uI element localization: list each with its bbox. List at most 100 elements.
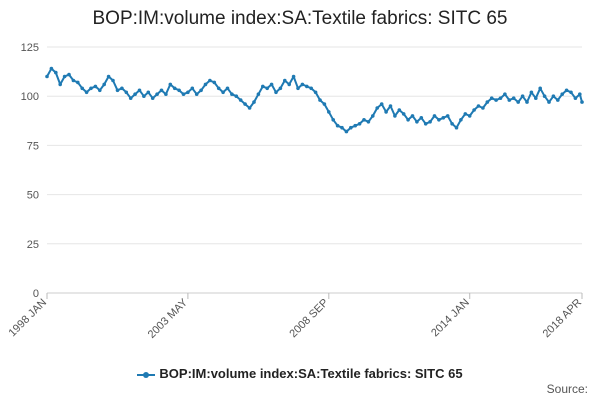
data-point[interactable] — [349, 125, 353, 130]
data-point[interactable] — [291, 74, 296, 79]
data-point[interactable] — [62, 74, 67, 79]
data-point[interactable] — [225, 86, 230, 91]
data-point[interactable] — [335, 123, 340, 128]
data-point[interactable] — [168, 82, 173, 87]
data-point[interactable] — [393, 114, 397, 118]
data-point[interactable] — [221, 90, 225, 95]
data-point[interactable] — [423, 122, 428, 126]
data-point[interactable] — [159, 88, 164, 93]
data-point[interactable] — [84, 90, 89, 95]
data-point[interactable] — [67, 72, 71, 77]
data-point[interactable] — [309, 86, 314, 91]
data-point[interactable] — [580, 100, 584, 104]
data-point[interactable] — [459, 118, 463, 122]
data-point[interactable] — [137, 88, 142, 93]
data-point[interactable] — [80, 86, 84, 91]
data-point[interactable] — [428, 120, 432, 124]
data-point[interactable] — [551, 94, 556, 98]
legend[interactable]: BOP:IM:volume index:SA:Textile fabrics: … — [0, 366, 600, 381]
data-point[interactable] — [556, 98, 560, 102]
data-point[interactable] — [106, 74, 111, 79]
data-point[interactable] — [102, 82, 106, 87]
data-point[interactable] — [366, 120, 371, 124]
data-point[interactable] — [146, 90, 151, 95]
data-point[interactable] — [322, 102, 327, 106]
data-point[interactable] — [287, 82, 292, 87]
data-point[interactable] — [230, 92, 234, 96]
data-point[interactable] — [578, 92, 582, 96]
data-point[interactable] — [454, 125, 459, 130]
data-point[interactable] — [371, 114, 375, 118]
data-point[interactable] — [547, 100, 551, 104]
data-point[interactable] — [560, 92, 564, 96]
data-point[interactable] — [569, 90, 573, 95]
data-point[interactable] — [296, 86, 300, 91]
data-point[interactable] — [362, 118, 366, 122]
data-point[interactable] — [432, 114, 437, 118]
data-point[interactable] — [410, 114, 415, 118]
data-point[interactable] — [76, 80, 80, 85]
data-point[interactable] — [283, 78, 287, 83]
data-point[interactable] — [172, 86, 177, 91]
data-point[interactable] — [238, 98, 243, 102]
data-point[interactable] — [353, 123, 358, 128]
data-point[interactable] — [520, 94, 525, 98]
data-point[interactable] — [485, 100, 490, 104]
data-point[interactable] — [98, 88, 102, 93]
data-point[interactable] — [503, 92, 507, 96]
data-point[interactable] — [247, 106, 252, 110]
data-point[interactable] — [476, 104, 481, 108]
data-point[interactable] — [234, 94, 239, 98]
data-point[interactable] — [463, 112, 468, 116]
data-point[interactable] — [472, 108, 476, 112]
data-point[interactable] — [89, 86, 93, 91]
data-point[interactable] — [525, 100, 529, 104]
data-point[interactable] — [115, 88, 120, 93]
data-point[interactable] — [194, 92, 199, 96]
data-point[interactable] — [419, 116, 424, 120]
data-point[interactable] — [269, 82, 274, 87]
data-point[interactable] — [498, 96, 503, 100]
data-point[interactable] — [384, 110, 388, 114]
data-point[interactable] — [375, 106, 380, 110]
data-point[interactable] — [274, 90, 278, 95]
data-point[interactable] — [216, 86, 221, 91]
data-point[interactable] — [437, 118, 441, 122]
data-point[interactable] — [49, 66, 54, 71]
data-point[interactable] — [494, 98, 498, 102]
data-point[interactable] — [357, 122, 362, 126]
data-point[interactable] — [511, 96, 516, 100]
data-point[interactable] — [54, 70, 58, 75]
data-point[interactable] — [401, 112, 406, 116]
data-point[interactable] — [450, 122, 454, 126]
data-point[interactable] — [445, 114, 450, 118]
data-point[interactable] — [489, 96, 494, 100]
data-point[interactable] — [164, 92, 168, 96]
data-point[interactable] — [150, 96, 155, 100]
data-point[interactable] — [331, 118, 336, 122]
data-point[interactable] — [318, 98, 322, 102]
data-point[interactable] — [155, 92, 159, 96]
data-point[interactable] — [327, 110, 331, 114]
data-point[interactable] — [252, 100, 256, 104]
data-point[interactable] — [199, 88, 203, 93]
data-point[interactable] — [256, 92, 261, 96]
data-point[interactable] — [573, 96, 578, 100]
data-point[interactable] — [542, 94, 547, 98]
data-point[interactable] — [177, 88, 181, 93]
data-point[interactable] — [415, 120, 419, 124]
data-point[interactable] — [467, 114, 472, 118]
data-point[interactable] — [111, 78, 115, 83]
data-point[interactable] — [128, 96, 133, 100]
data-point[interactable] — [379, 102, 384, 106]
data-point[interactable] — [388, 104, 393, 108]
data-point[interactable] — [340, 125, 344, 130]
data-point[interactable] — [203, 82, 208, 87]
data-point[interactable] — [516, 100, 520, 104]
data-point[interactable] — [208, 78, 212, 83]
data-point[interactable] — [278, 86, 283, 91]
data-point[interactable] — [265, 86, 270, 91]
data-point[interactable] — [538, 86, 542, 91]
data-point[interactable] — [190, 86, 195, 91]
data-point[interactable] — [243, 102, 247, 106]
